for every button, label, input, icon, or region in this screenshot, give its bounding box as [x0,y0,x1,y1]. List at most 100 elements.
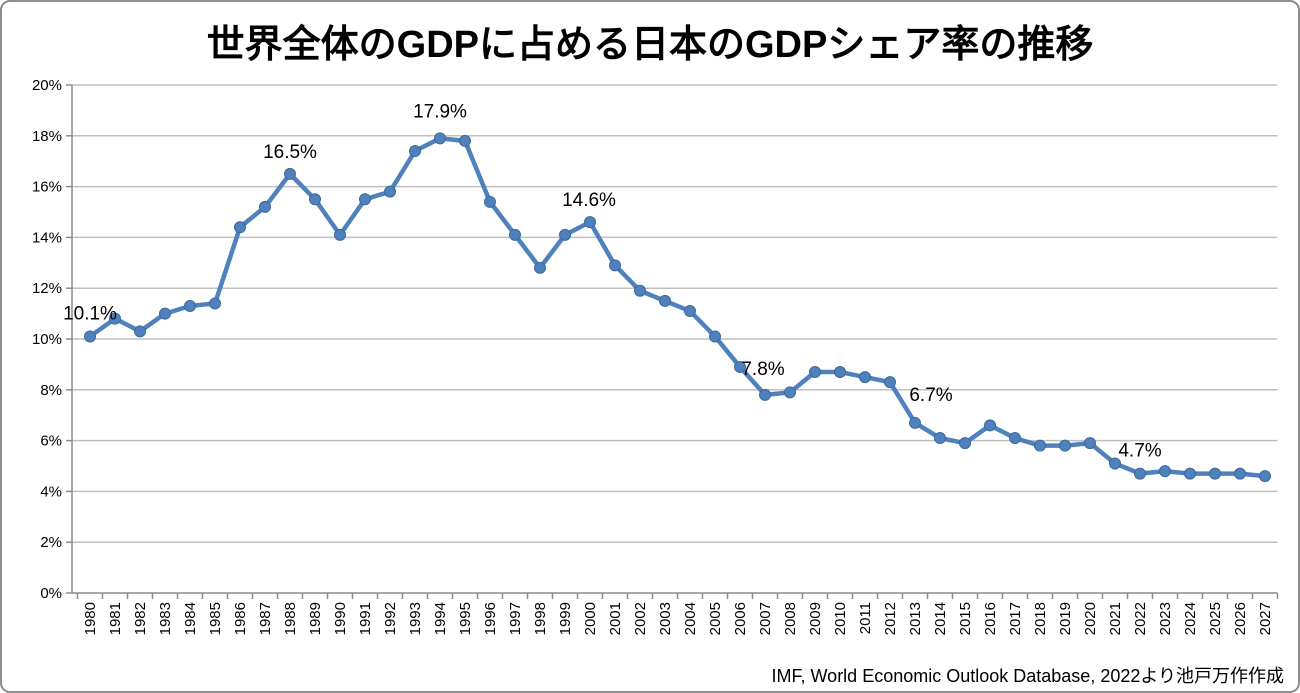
data-point-1994 [434,132,446,145]
x-axis-label: 1991 [357,602,374,635]
y-axis-label: 4% [40,483,62,500]
data-point-2000 [584,216,596,229]
x-axis-label: 1997 [507,602,524,635]
x-axis-label: 1983 [157,602,174,635]
data-point-2024 [1184,467,1196,480]
y-axis-label: 8% [40,382,62,399]
data-point-2007 [759,388,771,401]
data-point-1986 [234,221,246,234]
x-axis-label: 2018 [1032,602,1049,635]
data-point-2005 [709,330,721,343]
x-axis-label: 1999 [557,602,574,635]
data-point-2021 [1109,457,1121,470]
data-point-1985 [209,297,221,310]
data-point-2012 [884,376,896,389]
y-axis-label: 10% [32,331,62,348]
data-point-2026 [1234,467,1246,480]
data-point-1981 [109,312,121,325]
x-axis-label: 1988 [282,602,299,635]
data-label-1988: 16.5% [263,142,317,163]
y-axis-label: 6% [40,433,62,450]
x-axis-label: 2010 [832,602,849,635]
data-point-2023 [1159,465,1171,478]
data-point-2015 [959,437,971,450]
data-point-2001 [609,259,621,272]
x-axis-label: 2026 [1232,602,1249,635]
x-axis-label: 1995 [457,602,474,635]
y-axis-label: 2% [40,534,62,551]
data-point-1996 [484,195,496,208]
x-axis-label: 1996 [482,602,499,635]
data-point-2014 [934,432,946,445]
x-axis-label: 2009 [807,602,824,635]
x-axis-label: 2020 [1082,602,1099,635]
x-axis-label: 2019 [1057,602,1074,635]
y-axis-label: 14% [32,229,62,246]
data-point-2008 [784,386,796,399]
data-point-2010 [834,366,846,379]
data-label-2013: 6.7% [909,385,952,406]
data-point-1999 [559,228,571,241]
x-axis-label: 2008 [782,602,799,635]
x-axis-label: 1993 [407,602,424,635]
data-point-2006 [734,360,746,373]
data-point-1988 [284,167,296,180]
data-point-1995 [459,134,471,147]
x-axis-label: 2013 [907,602,924,635]
data-point-1982 [134,325,146,338]
data-point-1991 [359,193,371,206]
x-axis-label: 1985 [207,602,224,635]
data-point-1997 [509,228,521,241]
x-axis-label: 1998 [532,602,549,635]
data-point-1989 [309,193,321,206]
x-axis-label: 2001 [607,602,624,635]
x-axis-label: 1994 [432,602,449,635]
x-axis-label: 2023 [1157,602,1174,635]
data-point-2003 [659,294,671,307]
data-point-1980 [84,330,96,343]
data-label-1980: 10.1% [63,303,117,324]
x-axis-label: 2006 [732,602,749,635]
x-axis-label: 2002 [632,602,649,635]
data-point-2027 [1259,470,1271,483]
data-point-2013 [909,416,921,429]
source-note: IMF, World Economic Outlook Database, 20… [771,666,1284,686]
data-point-1993 [409,145,421,158]
x-axis-label: 2017 [1007,602,1024,635]
x-axis-label: 1980 [82,602,99,635]
data-point-2002 [634,284,646,297]
y-axis-label: 16% [32,179,62,196]
data-point-1992 [384,185,396,198]
x-axis-label: 2021 [1107,602,1124,635]
data-point-2016 [984,419,996,432]
y-axis-label: 12% [32,280,62,297]
x-axis-label: 2005 [707,602,724,635]
gdp-share-line [87,136,1268,479]
data-point-2011 [859,371,871,384]
x-axis-label: 1992 [382,602,399,635]
x-axis-label: 2015 [957,602,974,635]
chart-title: 世界全体のGDPに占める日本のGDPシェア率の推移 [206,24,1094,66]
x-axis-label: 2022 [1132,602,1149,635]
x-axis-label: 1987 [257,602,274,635]
x-axis-label: 2016 [982,602,999,635]
data-label-2007: 7.8% [741,359,784,380]
data-point-2004 [684,305,696,318]
data-point-2018 [1034,439,1046,452]
data-point-2019 [1059,439,1071,452]
data-point-2009 [809,366,821,379]
x-axis-label: 2025 [1207,602,1224,635]
x-axis-label: 1982 [132,602,149,635]
x-axis-label: 2007 [757,602,774,635]
data-point-1987 [259,200,271,213]
x-axis-label: 2012 [882,602,899,635]
data-point-2025 [1209,467,1221,480]
x-axis-label: 2024 [1182,602,1199,635]
x-axis-label: 1989 [307,602,324,635]
x-axis-label: 1984 [182,602,199,635]
x-axis-label: 2027 [1257,602,1274,635]
data-label-1994: 17.9% [413,101,467,122]
x-axis-label: 1981 [107,602,124,635]
